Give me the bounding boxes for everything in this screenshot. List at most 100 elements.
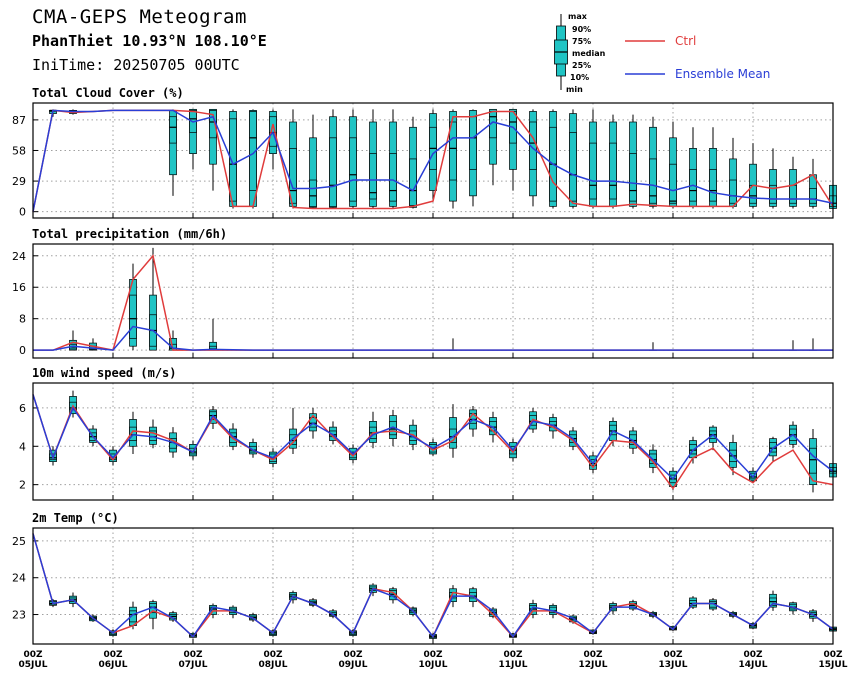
box-temp xyxy=(629,599,637,611)
x-axis-labels: 00Z05JUL00Z06JUL00Z07JUL00Z08JUL00Z09JUL… xyxy=(19,650,848,670)
box-cloud xyxy=(609,114,617,209)
box-inner xyxy=(809,447,817,474)
x-tick-label-date: 11JUL xyxy=(499,660,528,670)
x-tick-label-time: 00Z xyxy=(583,650,603,660)
box-cloud xyxy=(469,109,477,207)
box-inner xyxy=(289,148,297,204)
y-tick-label: 24 xyxy=(12,250,26,263)
box-precip xyxy=(649,342,657,351)
box-inner xyxy=(709,169,717,202)
box-cloud xyxy=(389,109,397,209)
legend-label-p25: 25% xyxy=(572,61,591,70)
box-inner xyxy=(609,424,617,436)
x-tick-label-date: 13JUL xyxy=(659,660,688,670)
x-tick-label-date: 05JUL xyxy=(19,660,48,670)
box-inner xyxy=(589,142,597,200)
box-cloud xyxy=(169,109,177,196)
ensemble-mean-line-temp xyxy=(32,533,834,639)
box-inner xyxy=(809,188,817,204)
y-tick-label: 24 xyxy=(12,572,26,585)
legend-label-median: median xyxy=(572,49,606,58)
y-tick-label: 4 xyxy=(19,440,26,453)
box-inner xyxy=(609,142,617,200)
meteogram-title: CMA-GEPS Meteogram xyxy=(32,6,247,28)
x-tick-label-time: 00Z xyxy=(23,650,43,660)
box-cloud xyxy=(429,109,437,202)
box-inner xyxy=(769,184,777,204)
box-temp xyxy=(709,597,717,611)
box-inner xyxy=(349,137,357,202)
x-tick-label-date: 08JUL xyxy=(259,660,288,670)
box-inner xyxy=(389,153,397,202)
box-precip xyxy=(129,263,137,351)
x-tick-label-date: 15JUL xyxy=(819,660,848,670)
box-outer xyxy=(309,137,317,208)
box-cloud xyxy=(409,116,417,209)
location-label: PhanThiet 10.93°N 108.10°E xyxy=(32,32,267,50)
x-tick-label-time: 00Z xyxy=(263,650,283,660)
y-tick-label: 8 xyxy=(19,313,26,326)
box-cloud xyxy=(369,109,377,209)
box-cloud xyxy=(709,127,717,209)
box-cloud xyxy=(449,109,457,209)
box-precip xyxy=(209,318,217,351)
x-tick-label-time: 00Z xyxy=(663,650,683,660)
panel-title-precip: Total precipitation (mm/6h) xyxy=(32,227,228,241)
panel-wind: 2 4 6 xyxy=(19,382,837,501)
y-tick-label: 58 xyxy=(12,144,26,157)
box-precip xyxy=(149,247,157,351)
box-cloud xyxy=(189,108,197,170)
x-tick-label-time: 00Z xyxy=(183,650,203,660)
init-time-label: IniTime: 20250705 00UTC xyxy=(32,56,240,74)
box-inner xyxy=(129,426,137,441)
box-cloud xyxy=(509,108,517,191)
panel-cloud: 0 29 58 87 xyxy=(12,102,837,219)
box-temp xyxy=(769,590,777,611)
box-cloud xyxy=(669,121,677,209)
x-tick-label-date: 10JUL xyxy=(419,660,448,670)
panel-title-temp: 2m Temp (°C) xyxy=(32,511,119,525)
legend-label-p10: 10% xyxy=(570,73,589,82)
box-inner xyxy=(249,445,257,453)
box-inner xyxy=(729,179,737,204)
panel-title-wind: 10m wind speed (m/s) xyxy=(32,366,177,380)
y-tick-label: 29 xyxy=(12,175,26,188)
box-inner xyxy=(309,417,317,428)
legend: max 90% 75% median 25% 10% min Ctrl Ense… xyxy=(554,12,770,94)
x-tick-label-date: 09JUL xyxy=(339,660,368,670)
panel-title-cloud: Total Cloud Cover (%) xyxy=(32,86,184,100)
box-wind xyxy=(809,429,817,493)
legend-ctrl-label: Ctrl xyxy=(675,34,696,48)
box-wind xyxy=(129,411,137,454)
x-tick-label-date: 07JUL xyxy=(179,660,208,670)
y-tick-label: 23 xyxy=(12,609,26,622)
box-inner xyxy=(789,184,797,204)
box-inner xyxy=(669,163,677,204)
x-tick-label-time: 00Z xyxy=(823,650,843,660)
x-tick-label-time: 00Z xyxy=(423,650,443,660)
box-wind xyxy=(289,407,297,454)
box-cloud xyxy=(629,114,637,209)
y-tick-label: 2 xyxy=(19,479,26,492)
box-inner xyxy=(689,444,697,455)
ctrl-line-wind xyxy=(32,394,834,490)
box-inner xyxy=(409,158,417,206)
x-tick-label-time: 00Z xyxy=(503,650,523,660)
box-cloud xyxy=(589,109,597,209)
x-tick-label-time: 00Z xyxy=(743,650,763,660)
y-tick-label: 0 xyxy=(19,206,26,219)
y-tick-label: 16 xyxy=(12,281,26,294)
x-tick-label-date: 14JUL xyxy=(739,660,768,670)
box-cloud xyxy=(549,109,557,209)
ensemble-mean-line-wind xyxy=(32,394,834,481)
box-inner xyxy=(309,179,317,207)
y-tick-label: 87 xyxy=(12,114,26,127)
box-cloud xyxy=(329,109,337,209)
legend-mean-label: Ensemble Mean xyxy=(675,67,770,81)
panel-precip: 0 8 16 24 xyxy=(12,243,834,359)
y-tick-label: 0 xyxy=(19,344,26,357)
box-inner xyxy=(649,158,657,204)
box-inner xyxy=(169,116,177,144)
y-tick-label: 6 xyxy=(19,402,26,415)
